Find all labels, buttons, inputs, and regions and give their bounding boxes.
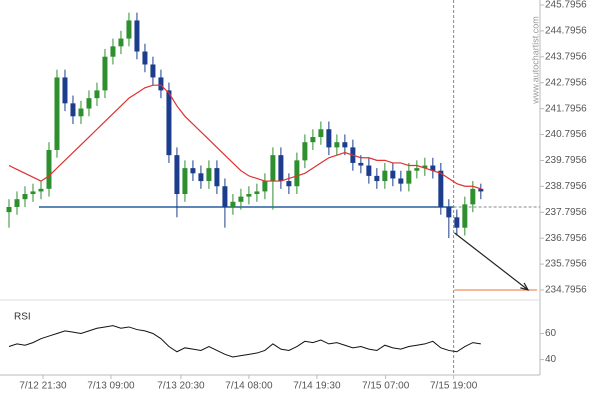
- candle-body: [86, 98, 92, 109]
- y-tick-label: 40: [545, 354, 557, 365]
- candle-body: [430, 165, 436, 171]
- x-tick-label: 7/12 21:30: [19, 381, 67, 392]
- y-tick-label: 60: [545, 328, 557, 339]
- candle-body: [462, 204, 468, 228]
- candle-body: [470, 188, 476, 205]
- candle-body: [318, 129, 324, 138]
- x-tick-label: 7/14 08:00: [225, 381, 273, 392]
- candle-body: [142, 51, 148, 65]
- candle-body: [182, 168, 188, 195]
- candle-body: [374, 175, 380, 182]
- candle-body: [70, 103, 76, 117]
- candle-body: [198, 173, 204, 182]
- candle-body: [262, 181, 268, 192]
- candle-body: [398, 178, 404, 184]
- candle-body: [166, 90, 172, 156]
- y-tick-label: 238.7956: [545, 181, 587, 192]
- y-tick-label: 237.7956: [545, 207, 587, 218]
- candle-body: [46, 149, 52, 189]
- y-tick-label: 235.7956: [545, 259, 587, 270]
- moving-average: [8, 84, 482, 190]
- candle-body: [134, 20, 140, 52]
- candle-body: [102, 56, 108, 91]
- candle-body: [326, 129, 332, 148]
- candle-body: [94, 90, 100, 99]
- y-tick-label: 239.7956: [545, 155, 587, 166]
- candle-body: [14, 199, 20, 207]
- x-tick-label: 7/13 09:00: [87, 381, 135, 392]
- candle-body: [54, 77, 60, 150]
- candle-body: [22, 194, 28, 200]
- candle-body: [30, 191, 36, 195]
- candle-body: [302, 142, 308, 161]
- candle-body: [334, 142, 340, 148]
- candle-body: [238, 196, 244, 202]
- y-tick-label: 241.7956: [545, 103, 587, 114]
- x-tick-label: 7/15 19:00: [430, 381, 478, 392]
- candle-body: [278, 155, 284, 182]
- watermark: www.autochartist.com: [530, 16, 540, 105]
- candle-body: [366, 165, 372, 176]
- x-tick-label: 7/13 20:30: [157, 381, 205, 392]
- candle-body: [222, 186, 228, 207]
- candle-body: [174, 155, 180, 195]
- candle-body: [150, 64, 156, 78]
- y-tick-label: 245.7956: [545, 0, 587, 11]
- candle-body: [246, 194, 252, 197]
- candle-body: [214, 168, 220, 187]
- candle-body: [422, 165, 428, 169]
- candle-body: [414, 168, 420, 171]
- candle-body: [342, 142, 348, 148]
- arrow-head: [520, 282, 530, 291]
- candle-body: [206, 168, 212, 182]
- candle-body: [454, 217, 460, 228]
- candle-body: [190, 168, 196, 174]
- candle-body: [294, 160, 300, 187]
- candle-body: [390, 170, 396, 179]
- y-tick-label: 240.7956: [545, 129, 587, 140]
- y-tick-label: 244.7956: [545, 26, 587, 37]
- candle-body: [358, 162, 364, 166]
- candle-body: [254, 191, 260, 195]
- candle-body: [126, 20, 132, 39]
- candle-body: [270, 155, 276, 182]
- forecast-arrow: [454, 232, 529, 291]
- candle-body: [478, 188, 484, 192]
- candle-body: [230, 201, 236, 207]
- candle-body: [38, 188, 44, 192]
- candle-body: [286, 181, 292, 187]
- candle-body: [118, 38, 124, 47]
- candle-body: [62, 77, 68, 104]
- candle-body: [446, 206, 452, 218]
- candle-body: [406, 170, 412, 184]
- y-tick-label: 243.7956: [545, 51, 587, 62]
- x-tick-label: 7/15 07:00: [362, 381, 410, 392]
- candle-body: [438, 170, 444, 207]
- x-tick-label: 7/14 19:30: [293, 381, 341, 392]
- y-tick-label: 234.7956: [545, 285, 587, 296]
- candle-body: [110, 46, 116, 57]
- rsi-title: RSI: [14, 312, 31, 323]
- candle-body: [6, 206, 12, 213]
- candle-body: [158, 77, 164, 91]
- y-tick-label: 236.7956: [545, 233, 587, 244]
- candle-body: [78, 108, 84, 117]
- y-tick-label: 242.7956: [545, 77, 587, 88]
- candle-body: [382, 170, 388, 182]
- rsi-line: [8, 325, 481, 358]
- candle-body: [310, 137, 316, 143]
